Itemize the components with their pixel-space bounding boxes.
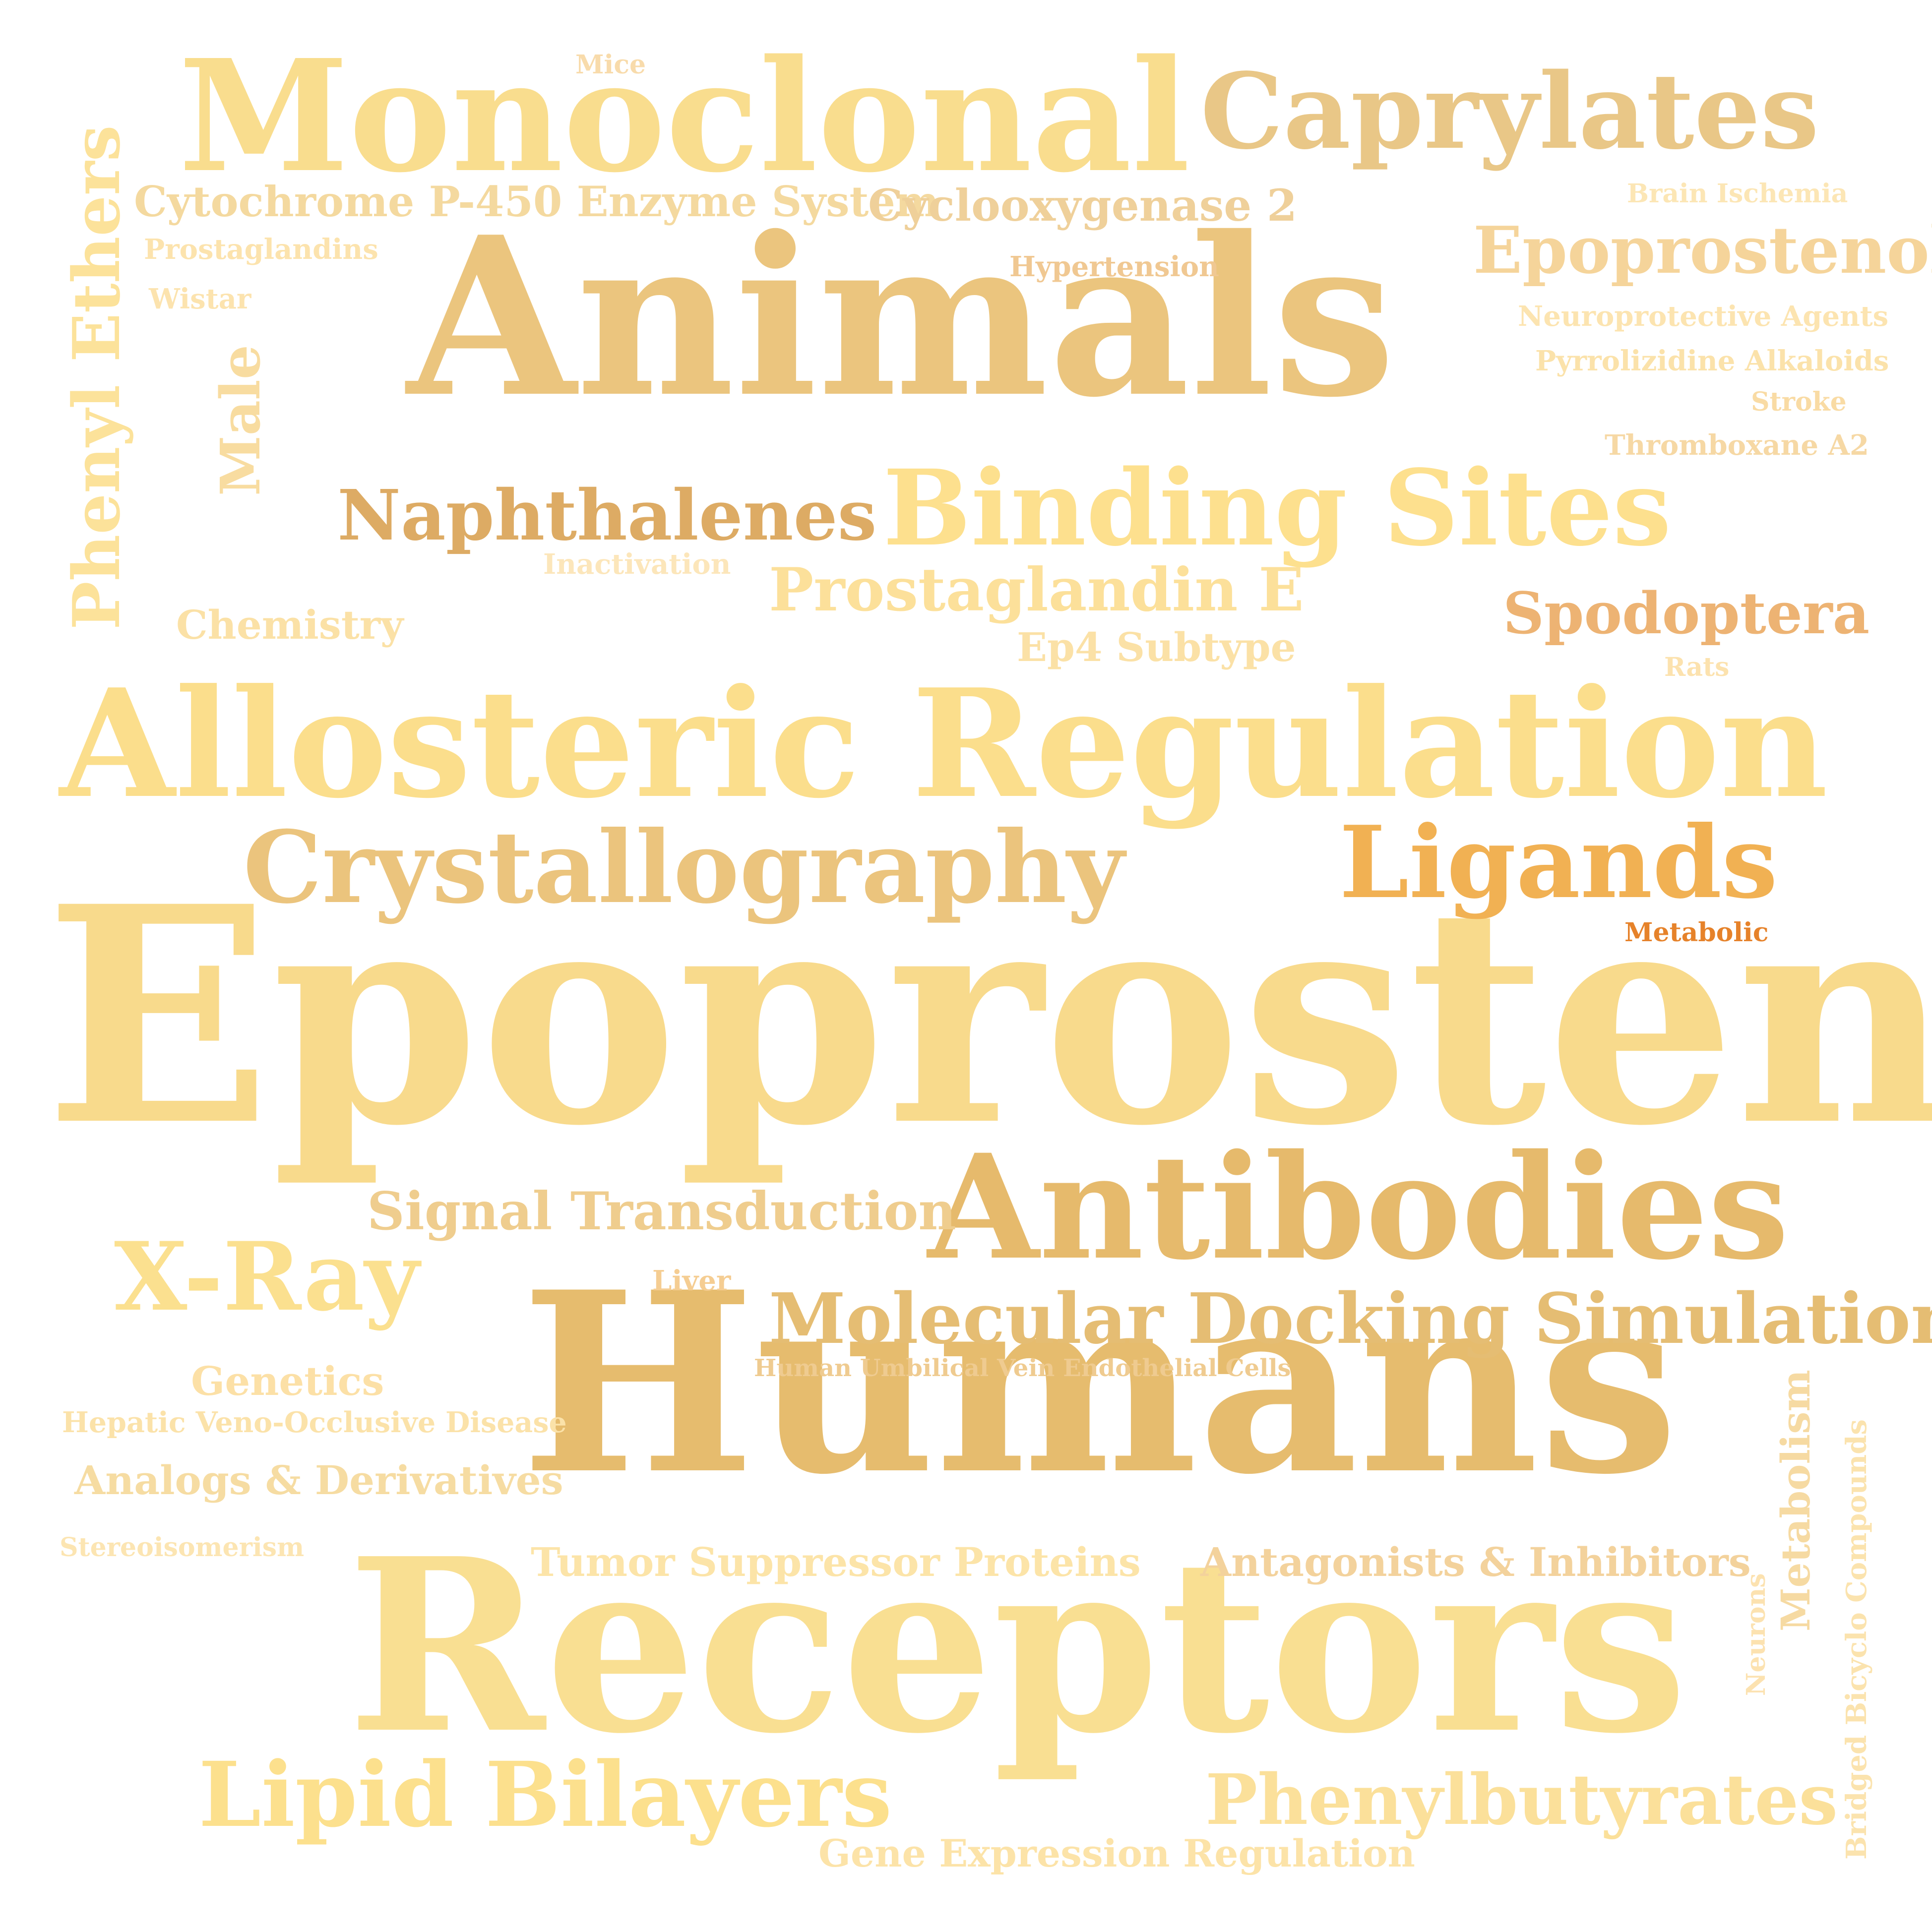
- word-inactivation: Inactivation: [543, 548, 731, 581]
- word-pyrrolizidine-alkaloids: Pyrrolizidine Alkaloids: [1535, 345, 1889, 377]
- word-wistar: Wistar: [149, 283, 251, 315]
- word-hepatic-veno-occlusive-disease: Hepatic Veno-Occlusive Disease: [62, 1406, 567, 1439]
- word-human-umbilical-vein-endothelial-cells: Human Umbilical Vein Endothelial Cells: [754, 1354, 1291, 1382]
- word-chemistry: Chemistry: [176, 602, 404, 648]
- word-male: Male: [208, 345, 272, 496]
- word-neurons: Neurons: [1741, 1573, 1771, 1696]
- word-prostaglandins: Prostaglandins: [144, 233, 378, 266]
- word-x-ray: X-Ray: [114, 1221, 420, 1332]
- word-genetics: Genetics: [191, 1358, 384, 1404]
- word-humans: Humans: [521, 1238, 1679, 1529]
- word-phenyl-ethers: Phenyl Ethers: [59, 125, 134, 630]
- word-mice: Mice: [575, 50, 646, 80]
- word-crystallography: Crystallography: [243, 809, 1124, 926]
- word-receptors: Receptors: [347, 1507, 1688, 1786]
- word-cytochrome-p450-enzyme-system: Cytochrome P-450 Enzyme System: [134, 177, 939, 226]
- word-monoclonal: Monoclonal: [179, 26, 1190, 207]
- word-signal-transduction: Signal Transduction: [367, 1180, 956, 1242]
- word-bridged-bicyclo-compounds: Bridged Bicyclo Compounds: [1840, 1419, 1873, 1860]
- word-epoprostenol-small: Epoprostenol: [1473, 212, 1932, 288]
- word-tumor-suppressor-proteins: Tumor Suppressor Proteins: [531, 1539, 1141, 1585]
- word-metabolism: Metabolism: [1772, 1369, 1819, 1631]
- word-ep4-subtype: Ep4 Subtype: [1017, 624, 1296, 670]
- word-rats: Rats: [1664, 652, 1730, 682]
- word-ligands: Ligands: [1339, 804, 1778, 921]
- word-prostaglandin-e: Prostaglandin E: [769, 555, 1304, 625]
- word-liver: Liver: [652, 1265, 731, 1297]
- word-hypertension: Hypertension: [1009, 250, 1219, 283]
- word-lipid-bilayers: Lipid Bilayers: [198, 1743, 892, 1847]
- word-spodoptera: Spodoptera: [1503, 580, 1870, 647]
- word-cyclooxygenase-2: Cyclooxygenase 2: [868, 180, 1298, 231]
- word-animals: Animals: [407, 189, 1396, 445]
- word-molecular-docking-simulation: Molecular Docking Simulation: [769, 1278, 1932, 1360]
- word-gene-expression-regulation: Gene Expression Regulation: [818, 1831, 1415, 1875]
- word-analogs-derivatives: Analogs & Derivatives: [74, 1457, 563, 1504]
- word-allosteric-regulation: Allosteric Regulation: [60, 656, 1828, 831]
- word-phenylbutyrates: Phenylbutyrates: [1205, 1759, 1838, 1841]
- word-antibodies: Antibodies: [928, 1123, 1789, 1292]
- word-stroke: Stroke: [1751, 387, 1847, 417]
- word-naphthalenes: Naphthalenes: [337, 475, 877, 556]
- word-thromboxane-a2: Thromboxane A2: [1605, 429, 1869, 462]
- word-binding-sites: Binding Sites: [883, 447, 1672, 569]
- word-epoprostenol-large: Epoprostenol: [45, 842, 1932, 1191]
- word-stereoisomerism: Stereoisomerism: [60, 1532, 305, 1563]
- word-antagonists-inhibitors: Antagonists & Inhibitors: [1200, 1539, 1751, 1585]
- word-metabolic: Metabolic: [1624, 917, 1769, 948]
- word-brain-ischemia: Brain Ischemia: [1627, 179, 1848, 209]
- word-caprylates: Caprylates: [1200, 50, 1819, 173]
- word-neuroprotective-agents: Neuroprotective Agents: [1518, 300, 1889, 333]
